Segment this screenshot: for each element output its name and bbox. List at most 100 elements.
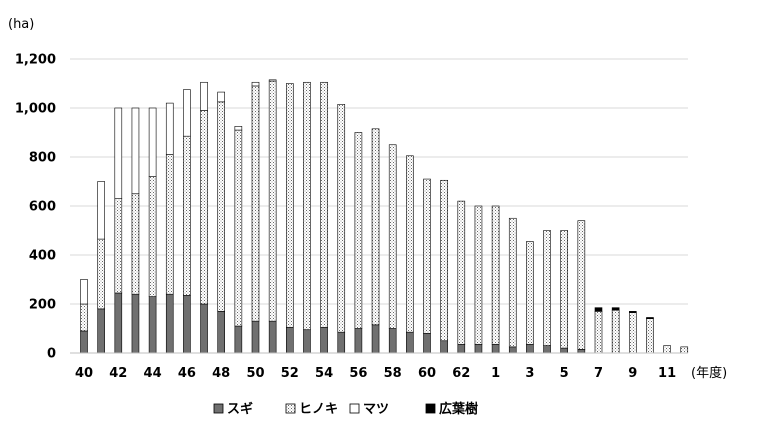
bar-segment	[217, 101, 225, 312]
bar-segment	[183, 135, 191, 296]
legend-swatch	[349, 403, 360, 414]
bar-segment	[148, 296, 157, 354]
bar-segment	[200, 303, 208, 354]
bar-segment	[354, 132, 363, 329]
legend-label: マツ	[363, 402, 389, 417]
bar-segment	[148, 107, 157, 177]
bar-segment	[251, 85, 260, 322]
bar-segment	[131, 193, 140, 295]
bar-segment	[491, 205, 500, 345]
x-tick-label: 11	[658, 366, 676, 381]
bar-segment	[114, 198, 123, 294]
x-tick-label: 60	[418, 366, 436, 381]
x-tick-label: 7	[594, 366, 603, 381]
y-tick-label: 0	[47, 347, 56, 362]
bar-segment	[165, 102, 174, 155]
bar-segment	[217, 311, 225, 354]
bar-segment	[200, 81, 208, 111]
bar-segment	[148, 176, 157, 297]
bar-segment	[423, 178, 431, 334]
legend-swatch	[213, 403, 224, 414]
x-tick-label: 5	[560, 366, 569, 381]
bar-segment	[611, 309, 620, 354]
bar-segment	[406, 155, 414, 333]
bar-segment	[234, 126, 243, 131]
bar-segment	[508, 217, 517, 348]
bar-segment	[234, 129, 243, 327]
bar-segment	[388, 144, 397, 329]
bar-segment	[251, 81, 260, 87]
bar-segment	[131, 107, 140, 195]
bar-segment	[285, 83, 294, 328]
bar-segment	[628, 311, 637, 313]
x-tick-label: 50	[246, 366, 264, 381]
bar-segment	[508, 346, 517, 354]
y-axis-unit: (ha)	[8, 17, 34, 32]
bar-segment	[131, 293, 140, 354]
bar-segment	[646, 317, 654, 320]
x-tick-label: 62	[452, 366, 470, 381]
bar-segment	[457, 344, 466, 354]
bar-segment	[560, 347, 569, 354]
legend-swatch	[285, 403, 296, 414]
bar-segment	[354, 328, 363, 354]
bar-segment	[200, 110, 208, 305]
bar-segment	[543, 230, 551, 346]
bar-segment	[440, 179, 448, 342]
bar-segment	[183, 295, 191, 354]
y-tick-label: 800	[29, 151, 56, 166]
bar-segment	[457, 200, 466, 345]
bar-segment	[526, 241, 534, 345]
legend-label: スギ	[227, 401, 253, 417]
bar-segment	[251, 320, 260, 354]
bar-segment	[337, 104, 346, 333]
bar-segment	[80, 330, 88, 354]
axes: 0 200 400 600 800 1,000 1,200 40 42 44 46 48 50 52 54 5…	[15, 53, 688, 381]
legend-label: ヒノキ	[299, 402, 338, 417]
bar-segment	[165, 154, 174, 295]
bar-segment	[577, 220, 586, 350]
bar-segment	[406, 331, 414, 354]
x-tick-label: 40	[75, 366, 93, 381]
bar-segment	[97, 181, 105, 240]
x-tick-label: 1	[491, 366, 500, 381]
bar-segment	[268, 320, 277, 354]
x-tick-label: 54	[315, 366, 333, 381]
bar-segment	[80, 279, 88, 305]
bar-segment	[268, 79, 277, 82]
bar-segment	[303, 329, 311, 354]
bar-segment	[234, 325, 243, 354]
bar-segment	[114, 107, 123, 199]
legend-swatch	[425, 403, 436, 414]
bar-segment	[440, 340, 448, 354]
x-tick-label: 48	[212, 366, 230, 381]
y-tick-label: 400	[29, 249, 56, 264]
bar-segment	[285, 326, 294, 354]
bar-segment	[628, 312, 637, 354]
y-tick-label: 1,000	[15, 102, 56, 117]
bar-segment	[663, 345, 671, 354]
bar-segment	[646, 318, 654, 354]
bar-segment	[217, 91, 225, 103]
bar-segment	[611, 307, 620, 311]
bar-segment	[97, 308, 105, 354]
x-tick-label: 44	[144, 366, 162, 381]
bar-segment	[388, 328, 397, 354]
legend-label: 広葉樹	[439, 401, 478, 417]
bar-segment	[337, 331, 346, 354]
x-axis-unit: (年度)	[691, 365, 727, 381]
legend: スギ ヒノキ マツ 広葉樹	[213, 401, 478, 417]
bar-segment	[303, 81, 311, 331]
bar-segment	[183, 89, 191, 137]
bar-segment	[165, 293, 174, 354]
bar-segment	[371, 324, 380, 354]
y-tick-label: 600	[29, 200, 56, 215]
bar-segment	[594, 311, 603, 354]
y-tick-label: 200	[29, 298, 56, 313]
x-tick-label: 3	[525, 366, 534, 381]
bar-segment	[371, 128, 380, 326]
bar-segment	[474, 344, 483, 354]
bar-segment	[526, 344, 534, 354]
